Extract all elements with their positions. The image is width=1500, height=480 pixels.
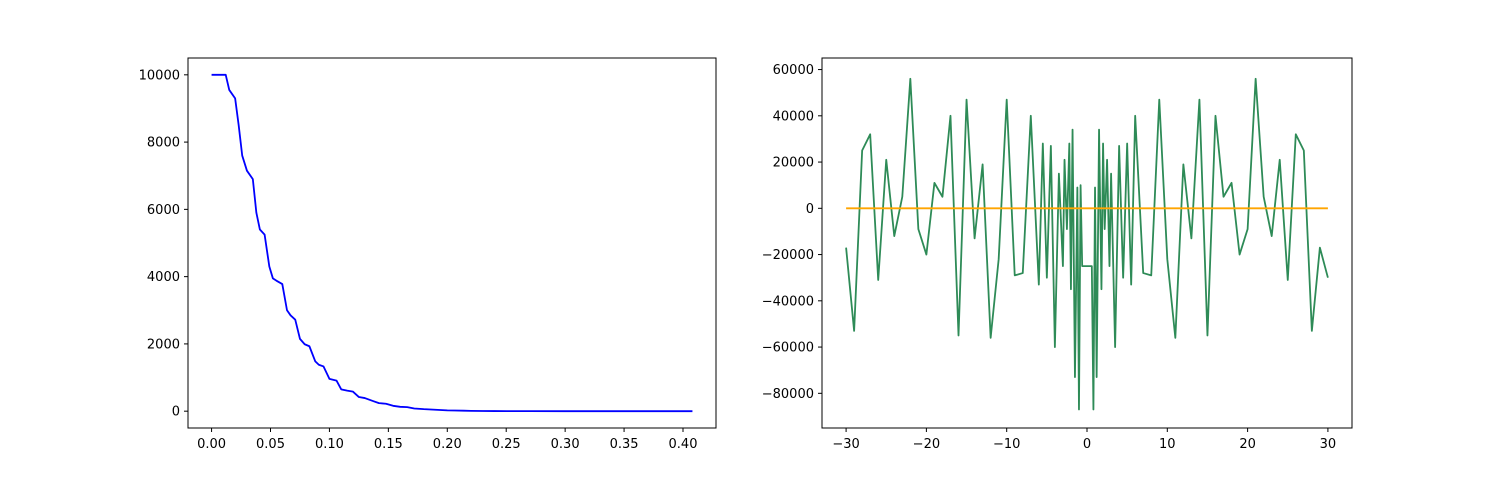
right-chart: −30 −20 −10 0 10 20 30 −80000 −60000 −40000 −20000… bbox=[762, 57, 1353, 452]
chart-1-ytick-label: 20000 bbox=[773, 156, 814, 171]
chart-0-xtick-label: 0.35 bbox=[610, 437, 639, 452]
chart-0-ytick-label: 0 bbox=[172, 405, 180, 420]
chart-0-ytick-label: 6000 bbox=[147, 203, 180, 218]
chart-1-ytick-label: −40000 bbox=[762, 294, 814, 309]
chart-1-ytick-label: 40000 bbox=[773, 109, 814, 124]
chart-1-axes-frame bbox=[821, 57, 1353, 429]
chart-0-xtick-label: 0.25 bbox=[492, 437, 521, 452]
chart-1-ytick-label: 60000 bbox=[773, 63, 814, 78]
chart-1-xtick-label: −30 bbox=[832, 437, 859, 452]
chart-0-xtick-label: 0.40 bbox=[669, 437, 698, 452]
left-chart: 0.00 0.05 0.10 0.15 0.20 0.25 0.30 0.35 0.40 0 200… bbox=[139, 57, 717, 452]
chart-0-xtick-label: 0.20 bbox=[433, 437, 462, 452]
chart-1-xtick-label: 0 bbox=[1083, 437, 1091, 452]
chart-1-series-0-line bbox=[845, 77, 1329, 411]
chart-0-xtick-label: 0.05 bbox=[256, 437, 285, 452]
chart-1-ytick-label: −60000 bbox=[762, 341, 814, 356]
chart-0-ytick-label: 4000 bbox=[147, 270, 180, 285]
chart-0-series-0-line bbox=[211, 73, 693, 413]
chart-1-xtick-label: 10 bbox=[1159, 437, 1176, 452]
chart-0-xtick-label: 0.30 bbox=[551, 437, 580, 452]
chart-1-ytick-label: −20000 bbox=[762, 248, 814, 263]
chart-0-xtick-label: 0.10 bbox=[315, 437, 344, 452]
chart-0-xtick-label: 0.15 bbox=[374, 437, 403, 452]
chart-1-xtick-label: 20 bbox=[1239, 437, 1256, 452]
chart-1-xtick-label: 30 bbox=[1320, 437, 1337, 452]
chart-0-ytick-label: 8000 bbox=[147, 136, 180, 151]
chart-1-ytick-label: 0 bbox=[806, 202, 814, 217]
chart-0-axes-frame bbox=[187, 57, 717, 429]
chart-1-xtick-label: −10 bbox=[993, 437, 1020, 452]
chart-1-ytick-label: −80000 bbox=[762, 387, 814, 402]
chart-0-xtick-label: 0.00 bbox=[197, 437, 226, 452]
chart-0-ytick-label: 2000 bbox=[147, 337, 180, 352]
chart-1-xtick-label: −20 bbox=[913, 437, 940, 452]
chart-0-ytick-label: 10000 bbox=[139, 68, 180, 83]
